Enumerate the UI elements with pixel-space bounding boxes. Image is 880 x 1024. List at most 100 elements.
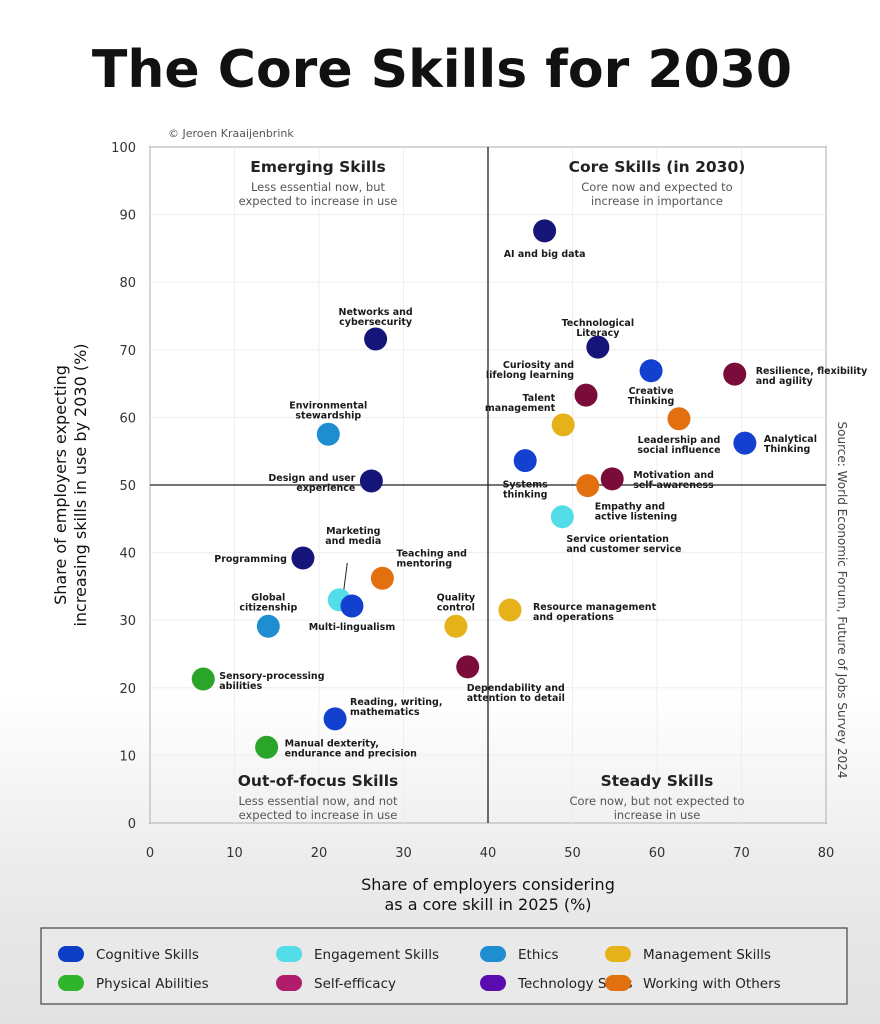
data-point-group: AI and big data xyxy=(504,219,586,260)
data-point xyxy=(533,219,557,243)
data-point-label: Motivation and self-awareness xyxy=(633,470,714,491)
quadrant-title: Steady Skills xyxy=(601,772,714,790)
y-tick-label: 100 xyxy=(111,141,136,156)
legend-label: Management Skills xyxy=(643,947,771,963)
chart-title: The Core Skills for 2030 xyxy=(92,40,792,100)
data-point-label: Curiosity and lifelong learning xyxy=(486,360,574,381)
x-tick-label: 10 xyxy=(226,846,243,861)
quadrant-title: Out-of-focus Skills xyxy=(238,772,398,790)
x-tick-label: 70 xyxy=(733,846,750,861)
data-point-label: Empathy and active listening xyxy=(595,502,678,523)
x-tick-label: 60 xyxy=(649,846,666,861)
data-point-label: Sensory-processing abilities xyxy=(219,671,324,692)
data-point-label: Leadership and social influence xyxy=(637,435,720,456)
data-point-group: Talent management xyxy=(485,393,575,437)
data-point-group: Environmental stewardship xyxy=(289,400,367,446)
y-tick-label: 50 xyxy=(119,479,136,494)
data-point-group: Leadership and social influence xyxy=(637,407,721,456)
data-point xyxy=(723,362,747,386)
data-point xyxy=(667,407,691,431)
data-point-group: Analytical Thinking xyxy=(733,431,817,455)
legend-swatch xyxy=(58,975,84,991)
data-point-group: Sensory-processing abilities xyxy=(191,667,325,692)
y-tick-label: 70 xyxy=(119,344,136,359)
data-point-group: Resource management and operations xyxy=(498,598,657,623)
legend-swatch xyxy=(276,946,302,962)
data-point xyxy=(256,614,280,638)
data-point-group: Resilience, flexibility and agility xyxy=(723,362,868,387)
data-point xyxy=(639,359,663,383)
legend-label: Working with Others xyxy=(643,976,781,992)
data-point-group: Technological Literacy xyxy=(562,318,634,359)
data-point-label: Technological Literacy xyxy=(562,318,634,339)
data-point-label: Multi-lingualism xyxy=(309,622,396,633)
x-tick-label: 30 xyxy=(395,846,412,861)
data-point-label: Programming xyxy=(214,554,287,565)
data-point xyxy=(255,735,279,759)
data-point-group: Systems thinking xyxy=(503,449,548,501)
data-point xyxy=(586,335,610,359)
legend-swatch xyxy=(480,975,506,991)
data-point xyxy=(733,431,757,455)
data-point-label: Networks and cybersecurity xyxy=(339,307,413,328)
x-axis-label: Share of employers considering as a core … xyxy=(361,875,615,914)
y-tick-label: 80 xyxy=(119,276,136,291)
data-point-label: Talent management xyxy=(485,393,556,414)
data-point xyxy=(498,598,522,622)
data-point-group: Global citizenship xyxy=(239,592,297,638)
y-tick-label: 0 xyxy=(128,817,136,832)
legend-swatch xyxy=(605,975,631,991)
legend-label: Self-efficacy xyxy=(314,976,396,992)
data-point xyxy=(364,327,388,351)
data-point-group: Reading, writing, mathematics xyxy=(323,697,442,731)
data-point xyxy=(444,614,468,638)
data-point-label: Dependability and attention to detail xyxy=(467,683,565,704)
legend-item: Management Skills xyxy=(605,946,771,963)
legend-item: Cognitive Skills xyxy=(58,946,199,963)
quadrant-title: Core Skills (in 2030) xyxy=(569,158,746,176)
quadrant-title: Emerging Skills xyxy=(250,158,385,176)
data-point xyxy=(316,422,340,446)
legend-label: Engagement Skills xyxy=(314,947,439,963)
x-tick-label: 40 xyxy=(480,846,497,861)
legend-item: Physical Abilities xyxy=(58,975,209,992)
data-point-label: Marketing and media xyxy=(325,526,381,547)
data-point-group: Creative Thinking xyxy=(628,359,674,407)
data-point-group: Curiosity and lifelong learning xyxy=(486,360,598,407)
legend-swatch xyxy=(276,975,302,991)
legend-item: Ethics xyxy=(480,946,559,963)
legend-item: Working with Others xyxy=(605,975,781,992)
data-point xyxy=(323,707,347,731)
x-tick-label: 0 xyxy=(146,846,154,861)
y-axis-label: Share of employers expectingincreasing s… xyxy=(51,343,90,626)
data-point xyxy=(370,566,394,590)
quadrant-subtitle: Less essential now, and not expected to i… xyxy=(238,794,398,822)
data-point-label: Teaching and mentoring xyxy=(396,548,467,569)
quadrant-subtitle: Core now, but not expected to increase in… xyxy=(569,794,744,822)
data-point-label: Resource management and operations xyxy=(533,602,657,623)
x-tick-label: 20 xyxy=(311,846,328,861)
data-point xyxy=(550,505,574,529)
data-point xyxy=(456,655,480,679)
data-point-label: Global citizenship xyxy=(239,592,297,613)
source-note: Source: World Economic Forum, Future of … xyxy=(835,422,849,779)
y-tick-label: 60 xyxy=(119,411,136,426)
data-point-label: Design and user experience xyxy=(268,473,355,494)
data-point-group: Manual dexterity, endurance and precision xyxy=(255,735,417,759)
leader-line xyxy=(342,562,348,594)
legend-item: Self-efficacy xyxy=(276,975,396,992)
data-point-group: Networks and cybersecurity xyxy=(339,307,413,351)
data-point-group: Dependability and attention to detail xyxy=(456,655,565,704)
quadrant-subtitle: Core now and expected to increase in impo… xyxy=(581,180,732,208)
legend-label: Physical Abilities xyxy=(96,976,209,992)
data-point xyxy=(191,667,215,691)
data-point xyxy=(600,467,624,491)
data-point-label: Analytical Thinking xyxy=(764,434,817,455)
y-tick-label: 40 xyxy=(119,547,136,562)
legend-item: Technology Skills xyxy=(480,975,633,992)
data-point-label: AI and big data xyxy=(504,249,586,260)
data-point-label: Environmental stewardship xyxy=(289,400,367,421)
data-point-label: Creative Thinking xyxy=(628,386,674,407)
data-point-group: Multi-lingualism xyxy=(309,594,396,633)
y-tick-label: 10 xyxy=(119,749,136,764)
